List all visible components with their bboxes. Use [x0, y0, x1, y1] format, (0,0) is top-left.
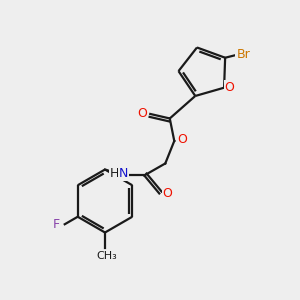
- Text: O: O: [137, 107, 147, 121]
- Text: O: O: [163, 187, 172, 200]
- Text: CH₃: CH₃: [96, 251, 117, 261]
- Text: O: O: [225, 81, 234, 94]
- Text: H: H: [110, 167, 119, 181]
- Text: F: F: [53, 218, 60, 231]
- Text: N: N: [118, 167, 128, 181]
- Text: Br: Br: [236, 48, 250, 61]
- Text: O: O: [177, 133, 187, 146]
